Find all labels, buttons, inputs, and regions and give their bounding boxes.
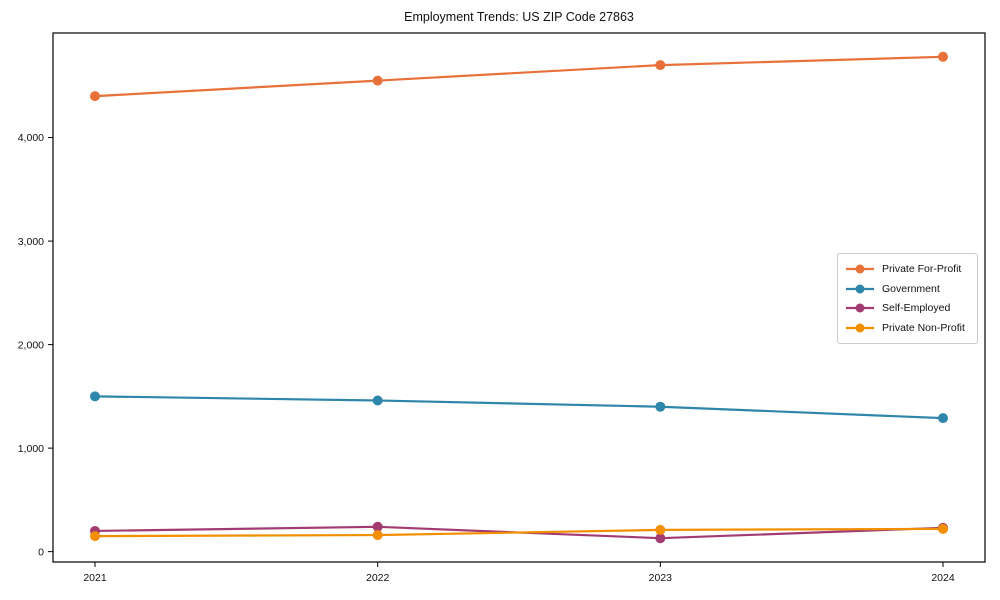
data-point (655, 401, 666, 412)
data-point (372, 395, 383, 406)
y-tick-label: 3,000 (18, 236, 44, 248)
legend-label: Private Non-Profit (882, 321, 965, 334)
data-point (938, 413, 948, 424)
y-tick-label: 1,000 (18, 443, 44, 455)
y-tick-label: 4,000 (18, 132, 44, 144)
legend-dot (855, 284, 865, 294)
data-point (938, 523, 948, 534)
data-point (938, 51, 948, 62)
legend-item: Government (845, 283, 970, 295)
data-point (372, 75, 383, 86)
legend-dot (855, 264, 865, 274)
legend-marker-icon (846, 284, 874, 294)
series-line-4 (94, 527, 944, 538)
legend-label: Private For-Profit (882, 263, 962, 276)
legend-label: Government (882, 282, 940, 295)
legend-dot (855, 303, 865, 313)
data-point (372, 530, 383, 541)
x-tick-label: 2022 (366, 572, 390, 584)
legend-marker-icon (846, 303, 874, 313)
y-tick-label: 2,000 (18, 339, 44, 351)
x-tick-label: 2021 (83, 572, 107, 584)
data-point (655, 60, 666, 71)
x-tick-label: 2023 (649, 572, 673, 584)
data-point (372, 521, 383, 532)
data-point (90, 91, 100, 102)
legend: Private For-Profit Government Self-Employe… (837, 253, 978, 344)
data-point (655, 533, 666, 544)
data-point (655, 524, 666, 535)
legend-marker-icon (846, 264, 874, 274)
data-point (90, 391, 100, 402)
legend-item: Self-Employed (845, 302, 970, 314)
chart-title: Employment Trends: US ZIP Code 27863 (404, 10, 634, 24)
x-tick-label: 2024 (931, 572, 955, 584)
legend-label: Self-Employed (882, 302, 951, 315)
data-point (90, 531, 100, 542)
series-line-2 (94, 395, 944, 420)
legend-item: Private For-Profit (845, 263, 970, 275)
legend-item: Private Non-Profit (845, 322, 970, 334)
legend-dot (855, 323, 865, 333)
y-tick-label: 0 (38, 546, 44, 558)
legend-marker-icon (846, 323, 874, 333)
series-line-1 (94, 55, 944, 98)
plot-border (52, 32, 986, 563)
